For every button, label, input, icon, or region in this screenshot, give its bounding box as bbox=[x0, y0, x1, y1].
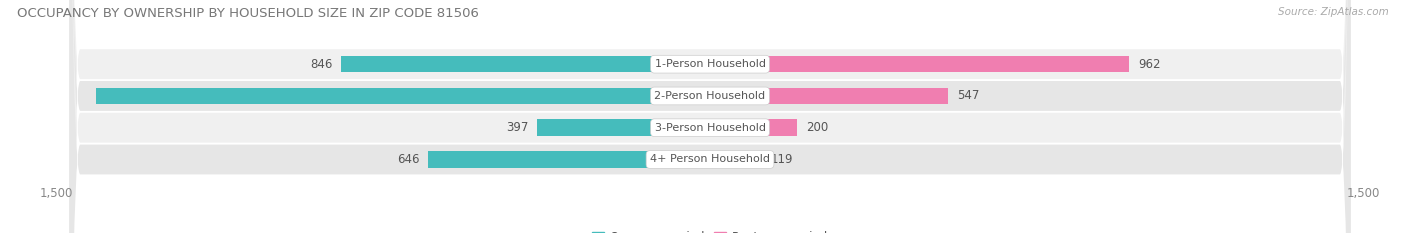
Bar bbox=[429, 151, 710, 168]
Text: 4+ Person Household: 4+ Person Household bbox=[650, 154, 770, 164]
FancyBboxPatch shape bbox=[69, 0, 1351, 233]
Text: OCCUPANCY BY OWNERSHIP BY HOUSEHOLD SIZE IN ZIP CODE 81506: OCCUPANCY BY OWNERSHIP BY HOUSEHOLD SIZE… bbox=[17, 7, 479, 20]
Bar bbox=[710, 88, 949, 104]
Text: 119: 119 bbox=[770, 153, 793, 166]
Legend: Owner-occupied, Renter-occupied: Owner-occupied, Renter-occupied bbox=[586, 226, 834, 233]
Text: 2-Person Household: 2-Person Household bbox=[654, 91, 766, 101]
Text: 3-Person Household: 3-Person Household bbox=[655, 123, 765, 133]
Text: 1,408: 1,408 bbox=[668, 89, 702, 103]
Text: 200: 200 bbox=[806, 121, 828, 134]
Bar bbox=[710, 56, 1129, 72]
FancyBboxPatch shape bbox=[69, 0, 1351, 233]
Text: Source: ZipAtlas.com: Source: ZipAtlas.com bbox=[1278, 7, 1389, 17]
Text: 646: 646 bbox=[398, 153, 420, 166]
Bar bbox=[710, 120, 797, 136]
FancyBboxPatch shape bbox=[69, 0, 1351, 233]
Text: 547: 547 bbox=[957, 89, 980, 103]
Bar bbox=[97, 88, 710, 104]
Text: 846: 846 bbox=[311, 58, 333, 71]
Bar bbox=[710, 151, 762, 168]
Text: 962: 962 bbox=[1137, 58, 1160, 71]
Bar bbox=[537, 120, 710, 136]
FancyBboxPatch shape bbox=[69, 0, 1351, 233]
Text: 1-Person Household: 1-Person Household bbox=[655, 59, 765, 69]
Bar bbox=[342, 56, 710, 72]
Text: 397: 397 bbox=[506, 121, 529, 134]
